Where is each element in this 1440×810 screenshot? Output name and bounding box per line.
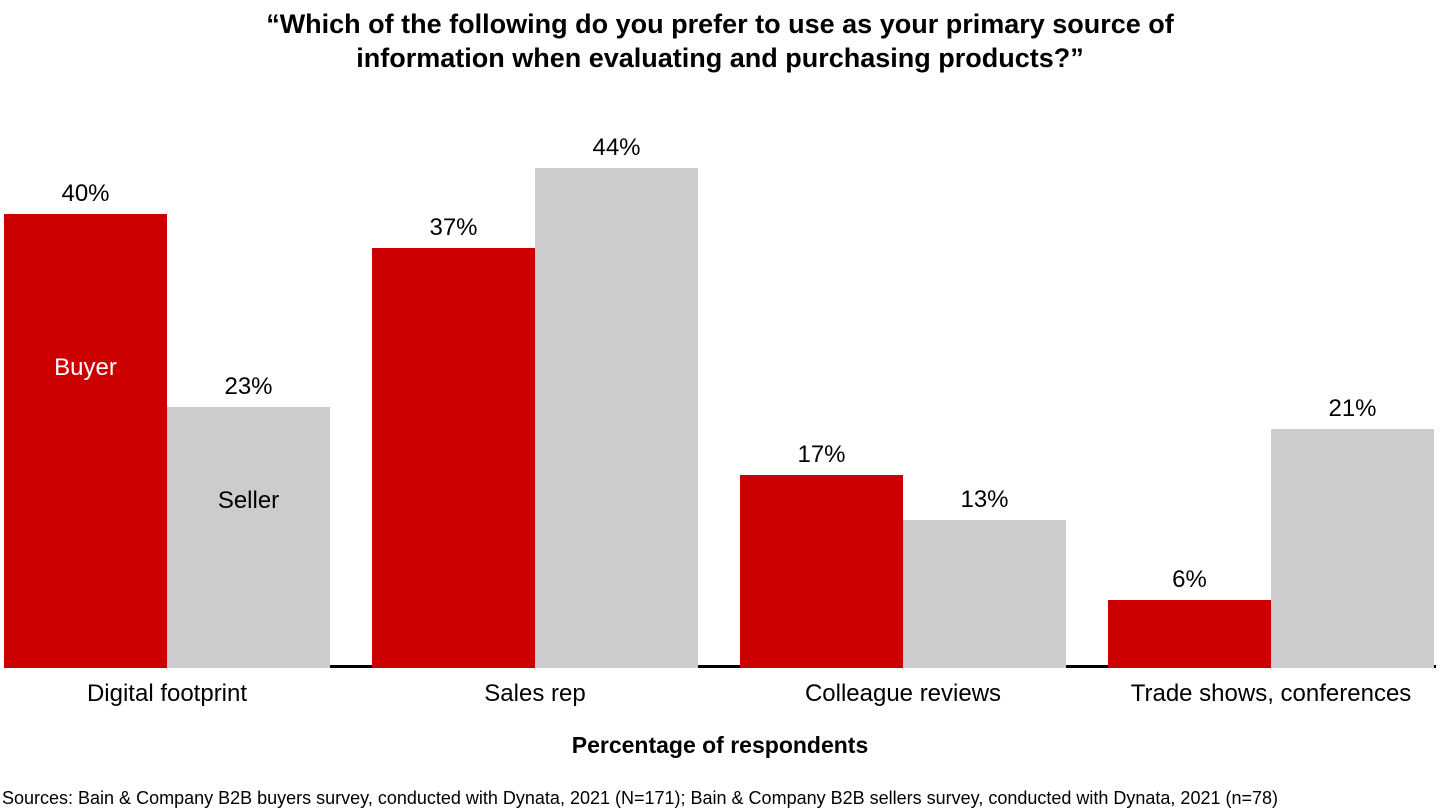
category-label: Colleague reviews bbox=[740, 680, 1066, 708]
plot-area: 40%Buyer23%Seller37%44%17%13%6%21% bbox=[4, 100, 1436, 668]
series-label-seller: Seller bbox=[167, 487, 330, 515]
bar-seller: 13% bbox=[903, 520, 1066, 668]
series-label-buyer: Buyer bbox=[4, 354, 167, 382]
bar-value-buyer: 37% bbox=[372, 214, 535, 242]
bar-value-seller: 23% bbox=[167, 373, 330, 401]
chart-title: “Which of the following do you prefer to… bbox=[0, 8, 1440, 76]
bar-value-seller: 44% bbox=[535, 134, 698, 162]
bar-value-buyer: 6% bbox=[1108, 566, 1271, 594]
bar-group: 37%44% bbox=[372, 100, 698, 668]
bar-buyer: 6% bbox=[1108, 600, 1271, 668]
category-label: Digital footprint bbox=[4, 680, 330, 708]
source-footnote: Sources: Bain & Company B2B buyers surve… bbox=[0, 788, 1440, 809]
bar-group: 40%Buyer23%Seller bbox=[4, 100, 330, 668]
bar-group: 6%21% bbox=[1108, 100, 1434, 668]
bar-value-buyer: 17% bbox=[740, 441, 903, 469]
bar-value-seller: 13% bbox=[903, 486, 1066, 514]
bar-value-buyer: 40% bbox=[4, 180, 167, 208]
bar-buyer: 17% bbox=[740, 475, 903, 668]
bar-seller: 21% bbox=[1271, 429, 1434, 668]
bar-value-seller: 21% bbox=[1271, 395, 1434, 423]
bar-seller: 23%Seller bbox=[167, 407, 330, 668]
bar-buyer: 40%Buyer bbox=[4, 214, 167, 668]
category-label: Sales rep bbox=[372, 680, 698, 708]
bar-group: 17%13% bbox=[740, 100, 1066, 668]
category-label: Trade shows, conferences bbox=[1108, 680, 1434, 708]
bar-buyer: 37% bbox=[372, 248, 535, 668]
x-axis-title: Percentage of respondents bbox=[0, 732, 1440, 759]
chart-container: “Which of the following do you prefer to… bbox=[0, 0, 1440, 810]
bar-seller: 44% bbox=[535, 168, 698, 668]
